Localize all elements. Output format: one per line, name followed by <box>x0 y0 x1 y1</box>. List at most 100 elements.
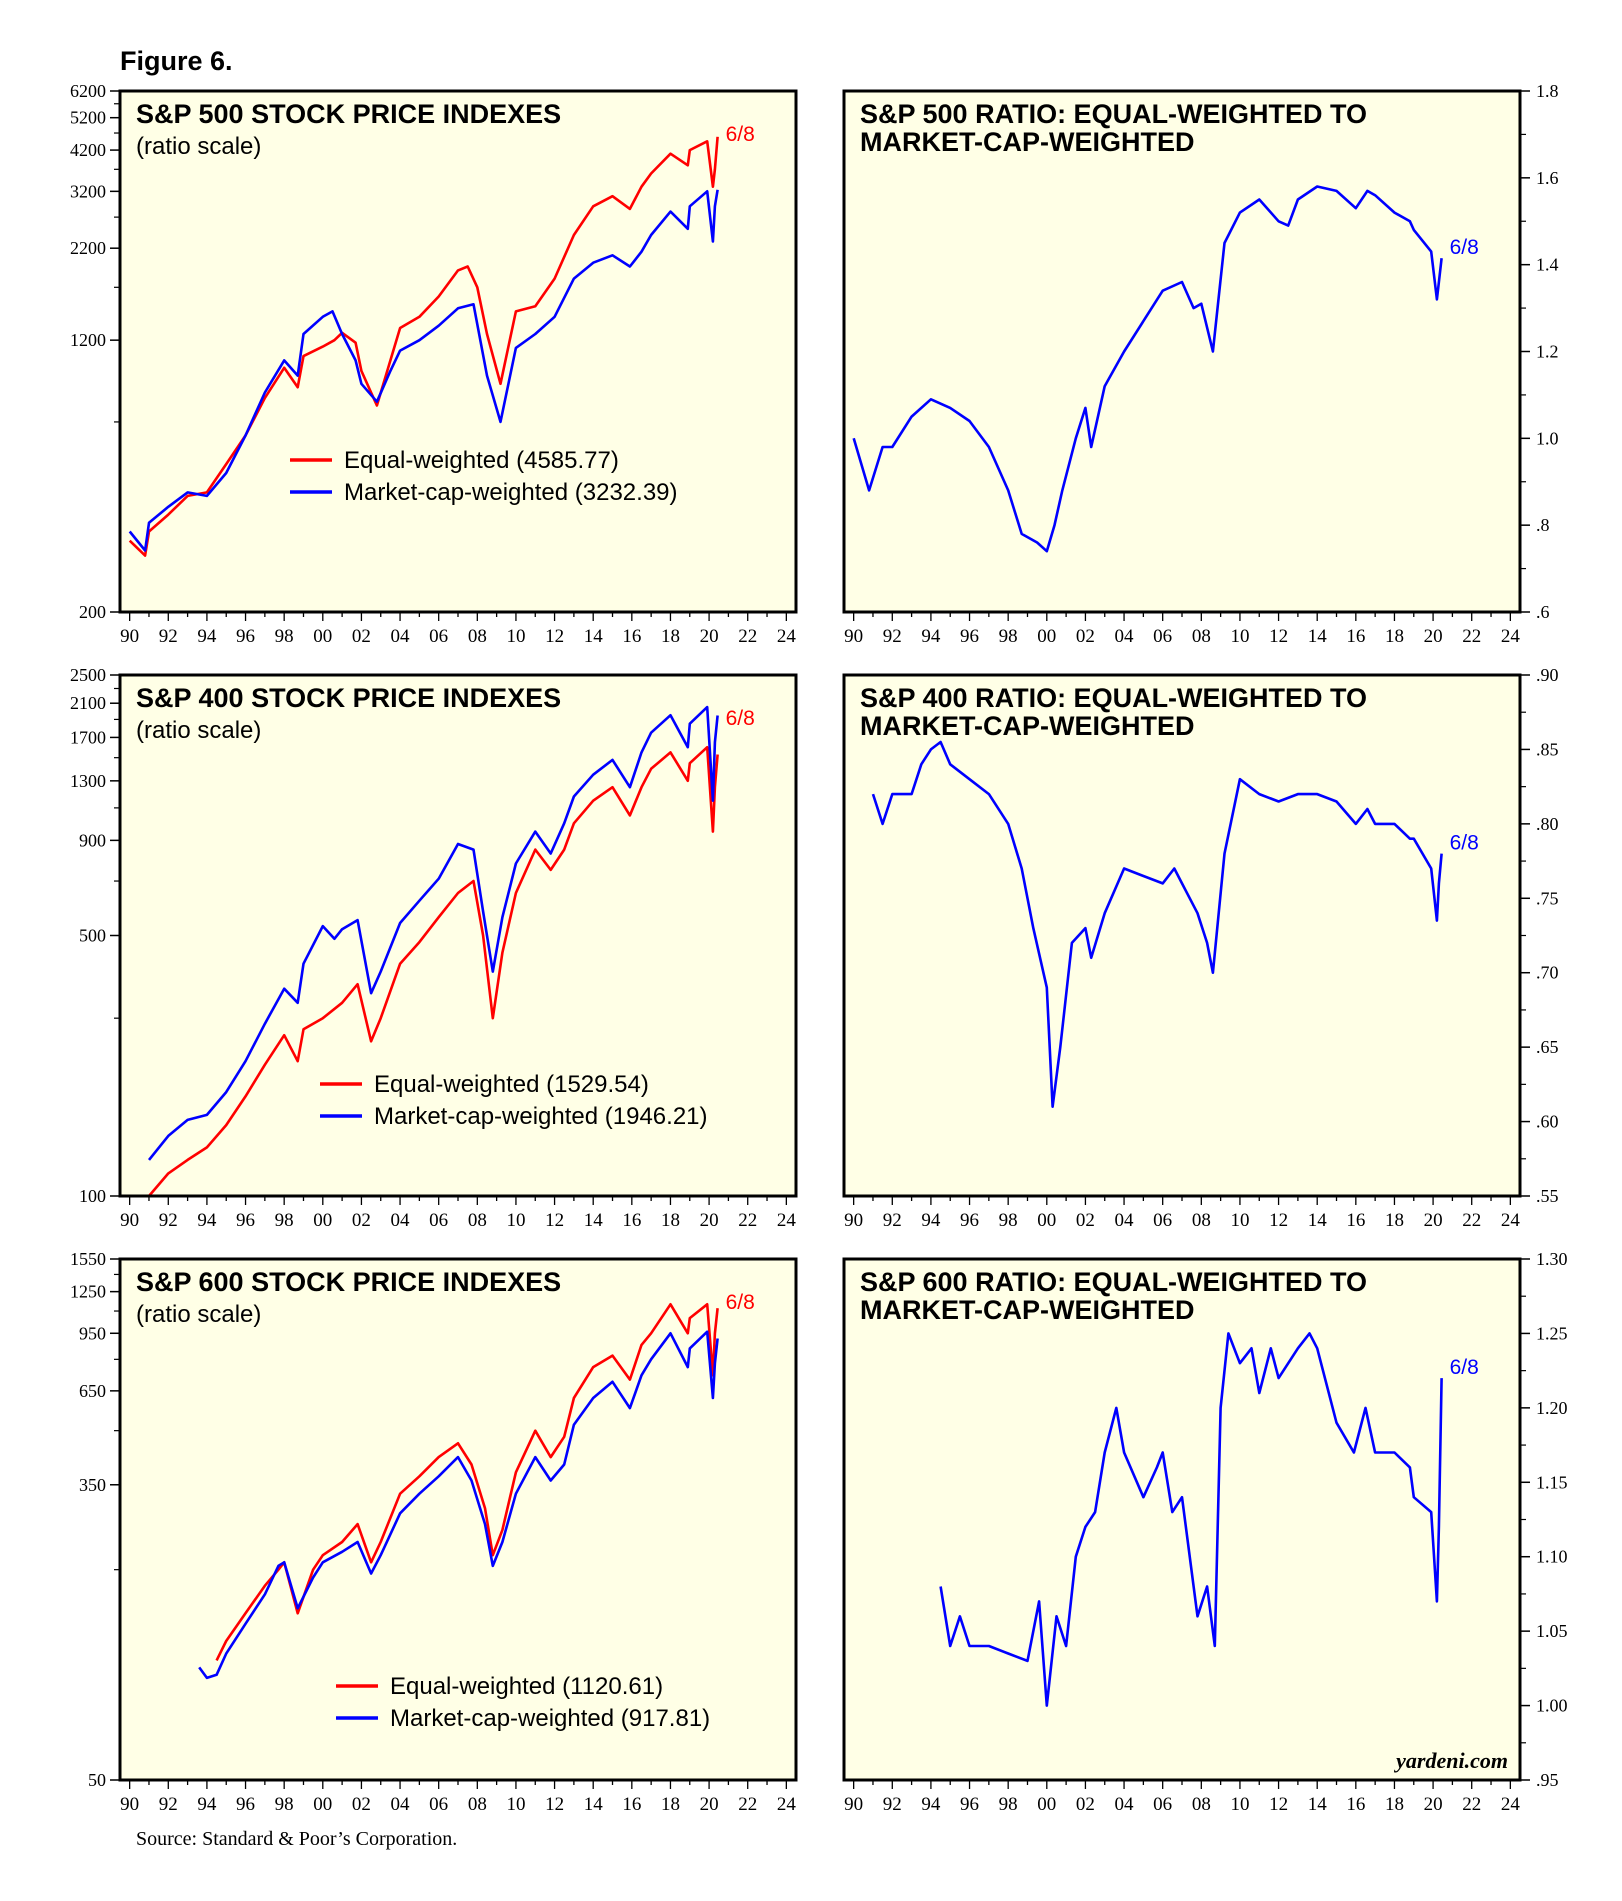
legend-label: Equal-weighted (1529.54) <box>374 1071 649 1098</box>
x-tick-label: 14 <box>1308 1794 1328 1815</box>
x-tick-label: 16 <box>1346 626 1365 647</box>
x-tick-label: 18 <box>661 1210 680 1231</box>
x-tick-label: 14 <box>584 626 604 647</box>
y-tick-label: 1.10 <box>1536 1547 1568 1567</box>
x-tick-label: 22 <box>1462 1794 1481 1815</box>
figure-title: Figure 6. <box>120 46 233 76</box>
legend-label: Market-cap-weighted (1946.21) <box>374 1103 708 1130</box>
x-tick-label: 04 <box>391 626 411 647</box>
x-tick-label: 98 <box>275 1794 294 1815</box>
x-tick-label: 12 <box>1269 1794 1288 1815</box>
series-line-market-cap-weighted <box>147 705 719 1161</box>
y-tick-label: .75 <box>1536 888 1559 908</box>
x-tick-label: 06 <box>429 1794 448 1815</box>
x-tick-label: 90 <box>844 626 863 647</box>
panel-title: MARKET-CAP-WEIGHTED <box>860 127 1194 157</box>
x-tick-label: 96 <box>960 626 979 647</box>
x-tick-label: 12 <box>1269 626 1288 647</box>
x-tick-label: 90 <box>120 1794 139 1815</box>
x-tick-label: 02 <box>1076 1210 1095 1231</box>
chart-panel-6: .95 1.00 1.05 1.10 1.15 1.20 1.25 1.30 90 92 94 96 9… <box>842 1249 1568 1815</box>
y-tick-label: 1.25 <box>1536 1323 1568 1343</box>
x-tick-label: 12 <box>545 1210 564 1231</box>
source-note: Source: Standard & Poor’s Corporation. <box>136 1828 458 1850</box>
x-tick-label: 08 <box>468 1210 487 1231</box>
x-tick-label: 06 <box>429 626 448 647</box>
panel-background <box>120 91 796 612</box>
x-tick-label: 06 <box>1153 626 1172 647</box>
end-date-label: 6/8 <box>726 707 755 730</box>
panel-background <box>120 1259 796 1780</box>
x-tick-label: 96 <box>960 1210 979 1231</box>
x-tick-label: 20 <box>1424 1794 1443 1815</box>
x-tick-label: 16 <box>622 1210 641 1231</box>
end-date-label: 6/8 <box>726 123 755 146</box>
y-tick-label: 5200 <box>70 108 106 128</box>
x-tick-label: 00 <box>1037 1794 1056 1815</box>
x-tick-label: 14 <box>584 1210 604 1231</box>
x-tick-label: 98 <box>999 626 1018 647</box>
legend-label: Market-cap-weighted (917.81) <box>390 1705 710 1732</box>
panel-title: MARKET-CAP-WEIGHTED <box>860 1295 1194 1325</box>
panel-title: S&P 600 STOCK PRICE INDEXES <box>136 1267 561 1297</box>
panel-title: S&P 600 RATIO: EQUAL-WEIGHTED TO <box>860 1267 1367 1297</box>
x-tick-label: 08 <box>1192 1794 1211 1815</box>
x-tick-label: 94 <box>921 1210 941 1231</box>
y-tick-label: 1.0 <box>1536 428 1559 448</box>
x-tick-label: 98 <box>999 1794 1018 1815</box>
y-tick-label: 2500 <box>70 665 106 685</box>
chart-panel-1: 200 1200 2200 3200 4200 5200 6200 90 92 94 96 98 00 0… <box>70 81 798 647</box>
x-tick-label: 10 <box>1230 1210 1249 1231</box>
x-tick-label: 08 <box>468 626 487 647</box>
x-tick-label: 08 <box>1192 626 1211 647</box>
x-tick-label: 94 <box>197 626 217 647</box>
x-tick-label: 18 <box>1385 1210 1404 1231</box>
x-tick-label: 12 <box>545 626 564 647</box>
chart-panel-2: .6 .8 1.0 1.2 1.4 1.6 1.8 90 92 94 96 98 00 02 04 06 08 1… <box>842 81 1559 647</box>
panel-background <box>120 675 796 1196</box>
y-tick-label: 1.30 <box>1536 1249 1568 1269</box>
x-tick-label: 22 <box>1462 1210 1481 1231</box>
x-tick-label: 00 <box>1037 626 1056 647</box>
x-tick-label: 24 <box>777 1794 797 1815</box>
y-tick-label: .6 <box>1536 602 1550 622</box>
x-tick-label: 92 <box>883 1794 902 1815</box>
x-tick-label: 12 <box>545 1794 564 1815</box>
x-tick-label: 24 <box>1501 1794 1521 1815</box>
y-tick-label: 2100 <box>70 693 106 713</box>
legend-label: Equal-weighted (4585.77) <box>344 447 619 474</box>
legend-label: Market-cap-weighted (3232.39) <box>344 479 678 506</box>
panel-background <box>844 1259 1520 1780</box>
panel-title: MARKET-CAP-WEIGHTED <box>860 711 1194 741</box>
y-tick-label: 1.00 <box>1536 1696 1568 1716</box>
x-tick-label: 14 <box>584 1794 604 1815</box>
x-tick-label: 20 <box>700 626 719 647</box>
x-tick-label: 02 <box>352 1794 371 1815</box>
series-line-equal-weighted <box>148 745 719 1197</box>
y-tick-label: 3200 <box>70 181 106 201</box>
y-tick-label: 50 <box>88 1770 106 1790</box>
x-tick-label: 10 <box>506 1794 525 1815</box>
x-tick-label: 98 <box>999 1210 1018 1231</box>
x-tick-label: 92 <box>883 1210 902 1231</box>
x-tick-label: 20 <box>700 1210 719 1231</box>
end-date-label: 6/8 <box>1450 1356 1479 1379</box>
y-tick-label: 650 <box>79 1381 106 1401</box>
y-tick-label: 100 <box>79 1186 106 1206</box>
chart-panel-5: 50 350 650 950 1250 1550 90 92 94 96 98 00 02 04 06 08 1… <box>70 1249 798 1815</box>
y-tick-label: .8 <box>1536 515 1550 535</box>
x-tick-label: 24 <box>1501 626 1521 647</box>
panel-background <box>844 675 1520 1196</box>
panel-title: S&P 500 RATIO: EQUAL-WEIGHTED TO <box>860 99 1367 129</box>
x-tick-label: 90 <box>844 1794 863 1815</box>
x-tick-label: 92 <box>159 1210 178 1231</box>
x-tick-label: 20 <box>1424 1210 1443 1231</box>
y-tick-label: 350 <box>79 1475 106 1495</box>
y-tick-label: 950 <box>79 1323 106 1343</box>
x-tick-label: 06 <box>1153 1210 1172 1231</box>
panel-subtitle: (ratio scale) <box>136 1301 261 1328</box>
x-tick-label: 90 <box>844 1210 863 1231</box>
y-tick-label: 200 <box>79 602 106 622</box>
x-tick-label: 02 <box>1076 1794 1095 1815</box>
x-tick-label: 22 <box>1462 626 1481 647</box>
